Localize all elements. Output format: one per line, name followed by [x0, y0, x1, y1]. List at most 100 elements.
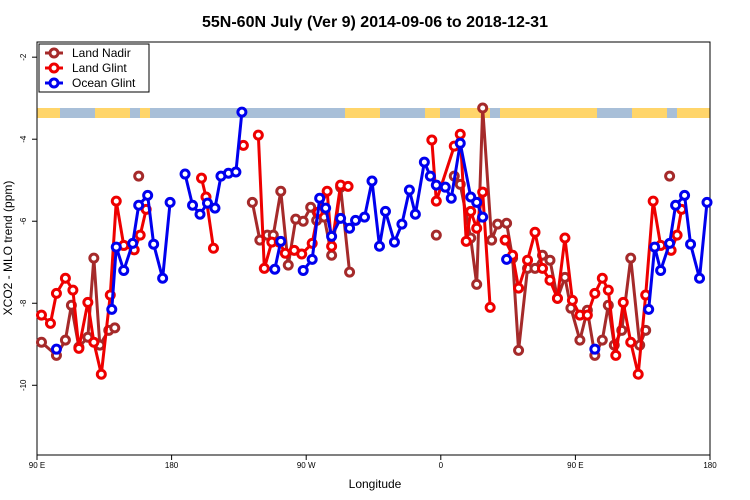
point — [88, 336, 100, 348]
point — [460, 235, 472, 247]
point — [694, 272, 706, 284]
chart-title: 55N-60N July (Ver 9) 2014-09-06 to 2018-… — [202, 14, 548, 31]
point — [513, 282, 525, 294]
point — [133, 170, 145, 182]
point — [610, 349, 622, 361]
point — [275, 185, 287, 197]
point — [477, 186, 489, 198]
point — [59, 334, 71, 346]
point — [344, 222, 356, 234]
point — [296, 248, 308, 260]
point — [157, 272, 169, 284]
point — [35, 336, 47, 348]
point — [269, 263, 281, 275]
point — [305, 201, 317, 213]
point — [617, 296, 629, 308]
point — [671, 229, 683, 241]
legend-swatch-point — [48, 62, 60, 74]
point — [655, 264, 667, 276]
point — [477, 102, 489, 114]
point — [589, 287, 601, 299]
point — [230, 166, 242, 178]
point — [246, 196, 258, 208]
point — [320, 202, 332, 214]
point — [559, 232, 571, 244]
point — [366, 175, 378, 187]
point — [522, 254, 534, 266]
point — [544, 254, 556, 266]
y-tick-label: -4 — [19, 135, 28, 143]
x-tick-label: 180 — [165, 461, 179, 470]
point — [88, 252, 100, 264]
point — [207, 242, 219, 254]
point — [430, 179, 442, 191]
point — [602, 284, 614, 296]
legend-swatch-point — [48, 47, 60, 59]
point — [501, 253, 513, 265]
point — [279, 247, 291, 259]
point — [445, 192, 457, 204]
point — [209, 202, 221, 214]
point — [664, 237, 676, 249]
x-tick-label: 180 — [703, 461, 717, 470]
point — [529, 226, 541, 238]
point — [596, 334, 608, 346]
point — [236, 106, 248, 118]
land-ocean-strip — [37, 108, 710, 118]
y-tick-label: -8 — [19, 299, 28, 307]
point — [306, 253, 318, 265]
point — [118, 264, 130, 276]
point — [59, 272, 71, 284]
point — [50, 287, 62, 299]
y-tick-label: -2 — [19, 53, 28, 61]
point — [82, 296, 94, 308]
point — [314, 192, 326, 204]
point — [110, 241, 122, 253]
point — [252, 129, 264, 141]
y-axis-label: XCO2 - MLO trend (ppm) — [1, 181, 15, 316]
point — [326, 249, 338, 261]
point — [484, 301, 496, 313]
legend-swatch-point — [48, 77, 60, 89]
point — [454, 128, 466, 140]
point — [574, 334, 586, 346]
point — [110, 195, 122, 207]
point — [664, 170, 676, 182]
point — [282, 259, 294, 271]
point — [237, 139, 249, 151]
point — [258, 262, 270, 274]
y-tick-label: -10 — [19, 379, 28, 391]
point — [95, 368, 107, 380]
point — [359, 211, 371, 223]
point — [471, 278, 483, 290]
point — [344, 266, 356, 278]
point — [148, 238, 160, 250]
point — [430, 229, 442, 241]
point — [424, 170, 436, 182]
point — [409, 208, 421, 220]
point — [297, 264, 309, 276]
point — [326, 240, 338, 252]
point — [73, 342, 85, 354]
x-axis-label: Longitude — [349, 477, 402, 491]
point — [566, 294, 578, 306]
point — [625, 336, 637, 348]
point — [134, 229, 146, 241]
point — [196, 172, 208, 184]
point — [201, 197, 213, 209]
point — [454, 137, 466, 149]
point — [50, 343, 62, 355]
x-tick-label: 0 — [439, 461, 444, 470]
point — [513, 344, 525, 356]
plot-frame — [36, 41, 711, 456]
point — [403, 184, 415, 196]
x-tick-label: 90 E — [567, 461, 583, 470]
point — [418, 156, 430, 168]
point — [559, 271, 571, 283]
point — [388, 236, 400, 248]
point — [647, 195, 659, 207]
point — [44, 317, 56, 329]
x-tick-label: 90 W — [297, 461, 316, 470]
